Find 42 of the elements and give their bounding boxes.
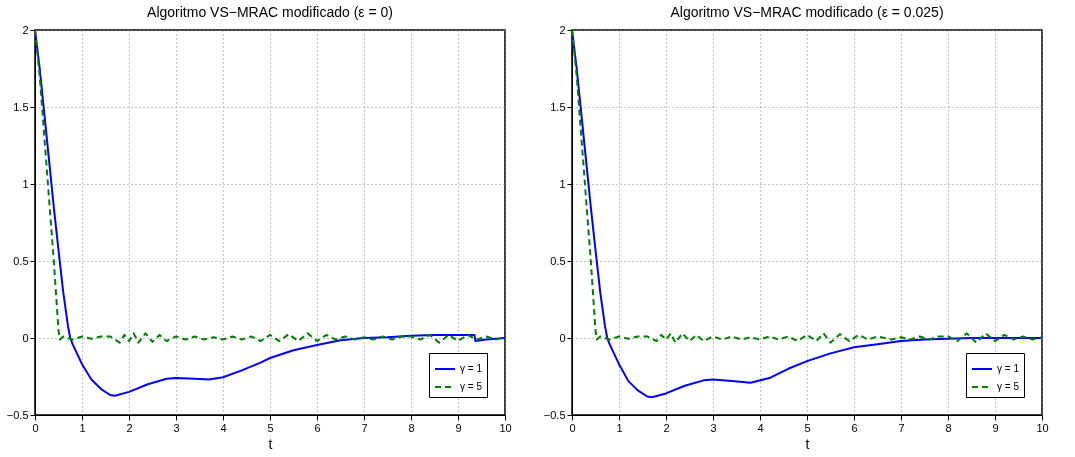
x-tick-label: 1 — [79, 421, 86, 434]
x-tick-label: 6 — [851, 421, 858, 434]
x-tick-label: 7 — [898, 421, 905, 434]
x-tick-label: 3 — [173, 421, 180, 434]
x-tick-label: 0 — [569, 421, 576, 434]
y-tick-label: 0.5 — [550, 254, 566, 267]
y-tick-label: 2 — [22, 23, 29, 36]
y-tick-label: 1 — [559, 177, 566, 190]
legend-label: γ = 1 — [997, 363, 1020, 374]
x-tick-label: 4 — [757, 421, 764, 434]
legend-label: γ = 5 — [460, 381, 483, 392]
y-tick-label: 2 — [559, 23, 566, 36]
x-tick-label: 8 — [945, 421, 952, 434]
x-tick-label: 9 — [992, 421, 999, 434]
x-tick-label: 1 — [616, 421, 623, 434]
chart-title: Algoritmo VS−MRAC modificado (ε = 0.025) — [670, 4, 944, 20]
x-tick-label: 8 — [408, 421, 415, 434]
x-tick-label: 10 — [499, 421, 512, 434]
chart-title: Algoritmo VS−MRAC modificado (ε = 0) — [147, 4, 393, 20]
x-tick-label: 6 — [314, 421, 321, 434]
x-axis-title: t — [805, 435, 810, 452]
y-tick-label: −0.5 — [543, 408, 566, 421]
x-tick-label: 2 — [663, 421, 670, 434]
x-tick-label: 5 — [804, 421, 811, 434]
x-tick-label: 5 — [267, 421, 274, 434]
x-tick-label: 2 — [126, 421, 133, 434]
legend-label: γ = 5 — [997, 381, 1020, 392]
y-tick-label: 1 — [22, 177, 29, 190]
y-tick-label: 1.5 — [550, 100, 566, 113]
x-tick-label: 0 — [32, 421, 39, 434]
x-tick-label: 3 — [710, 421, 717, 434]
y-tick-label: −0.5 — [6, 408, 29, 421]
y-tick-label: 0.5 — [13, 254, 29, 267]
y-tick-label: 0 — [22, 331, 29, 344]
x-tick-label: 4 — [220, 421, 227, 434]
y-tick-label: 1.5 — [13, 100, 29, 113]
x-tick-label: 10 — [1036, 421, 1049, 434]
x-axis-title: t — [268, 435, 273, 452]
x-tick-label: 9 — [455, 421, 462, 434]
y-tick-label: 0 — [559, 331, 566, 344]
legend-label: γ = 1 — [460, 363, 483, 374]
x-tick-label: 7 — [361, 421, 368, 434]
